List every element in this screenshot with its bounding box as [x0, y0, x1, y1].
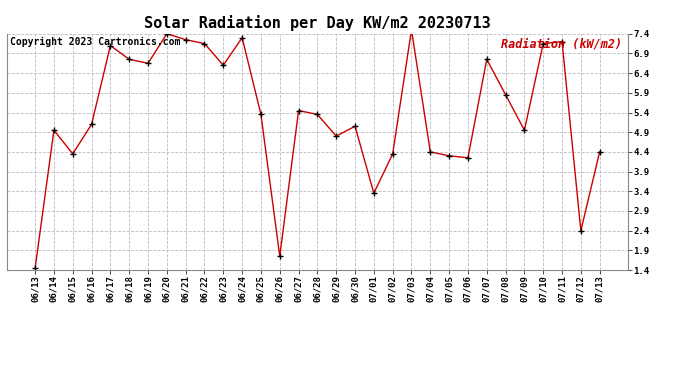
Title: Solar Radiation per Day KW/m2 20230713: Solar Radiation per Day KW/m2 20230713 [144, 15, 491, 31]
Text: Radiation (kW/m2): Radiation (kW/m2) [500, 37, 622, 50]
Text: Copyright 2023 Cartronics.com: Copyright 2023 Cartronics.com [10, 37, 180, 47]
